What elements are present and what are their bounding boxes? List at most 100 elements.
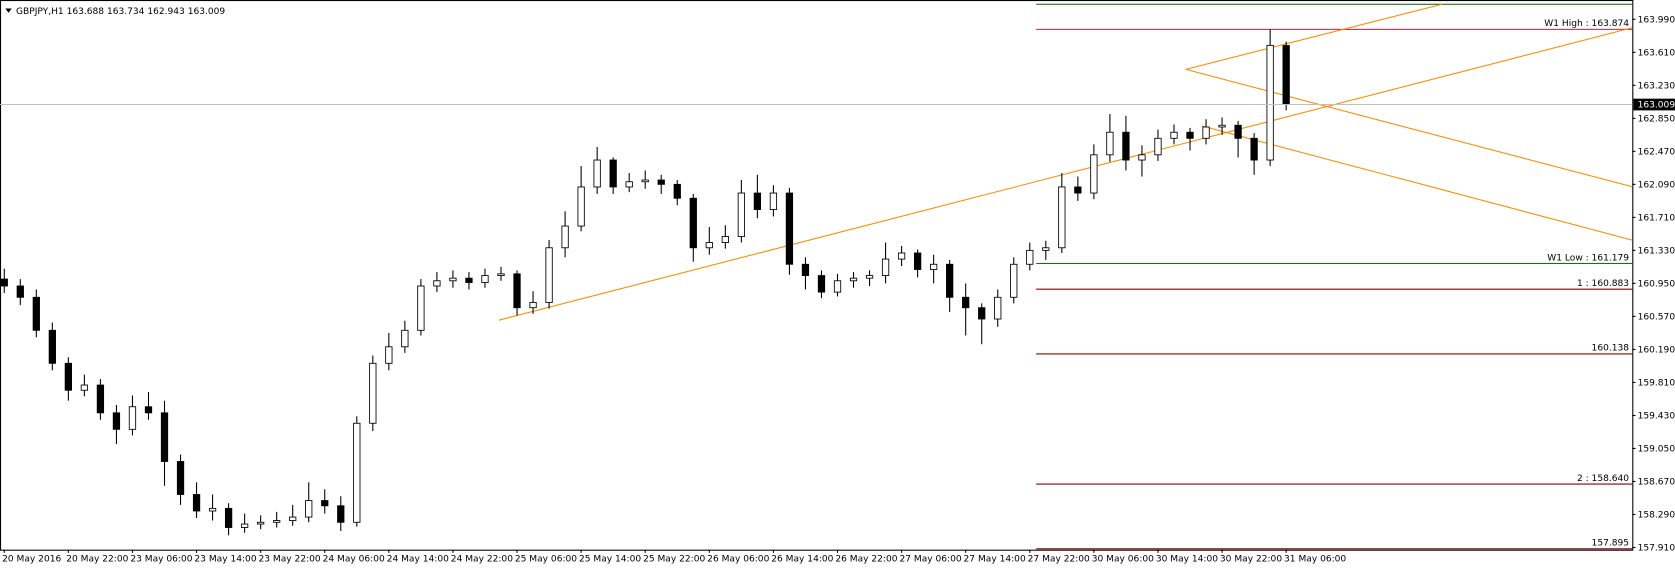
candle-body	[689, 197, 697, 249]
candle-body	[1250, 137, 1258, 161]
candle-body	[257, 521, 265, 525]
x-tick-label: 23 May 06:00	[130, 554, 192, 564]
candle-body	[192, 494, 201, 512]
x-tick-label: 30 May 22:00	[1220, 554, 1282, 564]
x-tick-label: 25 May 06:00	[515, 554, 577, 564]
candle-body	[289, 516, 297, 521]
candle-body	[369, 362, 377, 424]
candle-body	[32, 296, 40, 331]
x-tick-label: 20 May 22:00	[66, 554, 128, 564]
candle-body	[529, 302, 537, 309]
candle-body	[64, 362, 72, 391]
candle-body	[946, 263, 954, 298]
x-tick-label: 24 May 22:00	[451, 554, 513, 564]
candle-body	[160, 412, 169, 462]
candle-body	[657, 179, 665, 185]
x-tick-label: 23 May 14:00	[194, 554, 256, 564]
y-tick-label: 163.610	[1638, 49, 1675, 59]
y-tick-label: 161.710	[1638, 214, 1675, 224]
trend-line	[498, 27, 1633, 321]
candle-body	[0, 278, 8, 287]
candle-body	[545, 247, 553, 303]
y-tick-label: 162.470	[1638, 148, 1675, 158]
x-tick-label: 26 May 22:00	[835, 554, 897, 564]
x-tick-label: 24 May 06:00	[323, 554, 385, 564]
candle-body	[833, 280, 842, 293]
x-tick-label: 25 May 22:00	[643, 554, 705, 564]
y-tick-label: 160.950	[1638, 280, 1675, 290]
y-tick-label: 161.330	[1638, 247, 1675, 257]
candle-body	[208, 507, 217, 512]
candle-body	[433, 280, 441, 287]
candle-body	[609, 159, 617, 188]
y-tick-label: 158.290	[1638, 511, 1675, 521]
candle-body	[753, 192, 762, 210]
candle-body	[481, 275, 489, 283]
candle-body	[897, 252, 906, 260]
candle-body	[913, 252, 922, 270]
candle-body	[449, 277, 457, 282]
candle-body	[240, 523, 249, 528]
candle-body	[353, 422, 361, 523]
plot-frame	[0, 0, 1634, 551]
candle-body	[417, 285, 425, 331]
channel-line	[1185, 3, 1443, 70]
candle-body	[1026, 249, 1034, 265]
level-label: W1 Low : 161.179	[1547, 253, 1629, 263]
candle-body	[385, 346, 393, 364]
x-tick-label: 20 May 2016	[2, 554, 61, 564]
candle-body	[1202, 126, 1210, 139]
candle-body	[721, 236, 729, 243]
candle-body	[1266, 44, 1274, 161]
y-tick-label: 160.570	[1638, 313, 1675, 323]
candle-body	[865, 275, 874, 279]
y-tick-label: 162.850	[1638, 115, 1675, 125]
x-tick-label: 27 May 14:00	[964, 554, 1026, 564]
candle-body	[785, 192, 794, 265]
candle-body	[881, 258, 890, 276]
candle-body	[401, 329, 409, 348]
y-tick-label: 157.910	[1638, 544, 1675, 554]
candle-body	[321, 500, 329, 507]
x-tick-label: 31 May 06:00	[1284, 554, 1346, 564]
candle-body	[1282, 45, 1290, 105]
level-label: 2 : 158.640	[1577, 474, 1629, 484]
candle-body	[561, 225, 569, 249]
candle-body	[1154, 137, 1162, 156]
candle-body	[1138, 154, 1146, 161]
x-tick-label: 26 May 06:00	[707, 554, 769, 564]
candle-body	[962, 296, 970, 309]
candle-body	[1122, 131, 1130, 161]
candle-body	[625, 181, 633, 188]
candle-body	[1186, 131, 1194, 139]
candle-body	[48, 329, 56, 364]
candle-body	[305, 500, 313, 518]
candle-body	[769, 192, 778, 210]
level-label: W1 High : 163.874	[1544, 19, 1629, 29]
candle-body	[273, 520, 281, 523]
menu-arrow[interactable]	[5, 8, 12, 13]
candle-body	[994, 296, 1002, 320]
y-tick-label: 159.810	[1638, 379, 1675, 389]
candle-body	[1218, 124, 1226, 128]
candle-body	[978, 307, 986, 320]
candle-body	[1234, 124, 1242, 139]
candle-body	[96, 384, 105, 414]
candle-body	[513, 273, 521, 309]
level-label: 1 : 160.883	[1577, 279, 1629, 289]
candle-body	[1074, 186, 1082, 194]
y-tick-label: 162.090	[1638, 181, 1675, 191]
candle-body	[1170, 131, 1178, 139]
candle-body	[465, 277, 473, 283]
candle-body	[1058, 186, 1066, 249]
x-tick-label: 30 May 06:00	[1092, 554, 1154, 564]
x-tick-label: 27 May 22:00	[1028, 554, 1090, 564]
channel-line	[1185, 68, 1633, 188]
candle-body	[801, 263, 810, 276]
y-tick-label: 163.230	[1638, 82, 1675, 92]
candle-body	[817, 275, 826, 293]
y-tick-label: 159.050	[1638, 445, 1675, 455]
candle-body	[849, 277, 858, 282]
